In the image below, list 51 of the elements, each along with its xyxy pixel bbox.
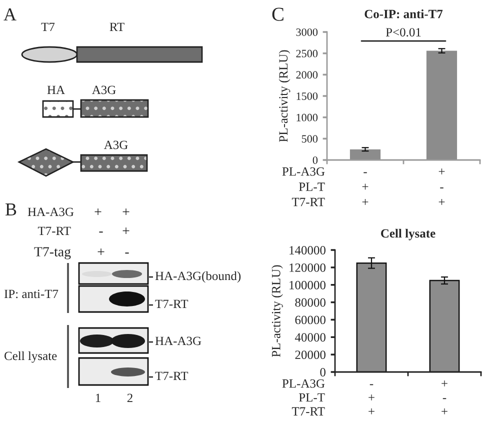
x-tick-label: - + + <box>362 172 368 205</box>
text: 2 <box>127 394 132 402</box>
y-tick-label: 1500 <box>296 92 318 100</box>
chart-title: Co-IP: anti-T7 <box>364 9 443 18</box>
x-tick-label: - + + <box>368 384 374 414</box>
x-axis-title: PL-A3G PL-T T7-RT <box>282 379 325 416</box>
text: T7-RT <box>155 300 188 308</box>
text: HA-A3G(bound) <box>155 271 241 283</box>
text: B <box>5 204 16 216</box>
text: C <box>272 8 284 21</box>
text: T7-RT <box>155 372 188 380</box>
text: HA <box>47 86 65 94</box>
y-axis-title: PL-activity (RLU) <box>278 50 290 142</box>
y-tick-label: 20000 <box>295 350 326 360</box>
y-tick-label: 0 <box>312 156 318 164</box>
y-tick-label: 60000 <box>295 316 326 324</box>
y-tick-label: 40000 <box>294 333 326 342</box>
text: - <box>125 252 129 254</box>
chart-title: Cell lysate <box>381 228 436 240</box>
y-tick-label: 2000 <box>296 71 318 79</box>
text: HA-A3G <box>155 336 202 346</box>
x-tick-label: + - + <box>438 168 445 205</box>
text: T7-RT <box>38 226 71 236</box>
text: 1 <box>96 394 100 402</box>
text: Cell lysate <box>4 351 57 363</box>
text: - <box>99 232 103 233</box>
text: A3G <box>104 140 128 150</box>
x-axis-title: PL-A3G PL-T T7-RT <box>282 167 325 206</box>
text: IP: anti-T7 <box>4 290 58 298</box>
y-tick-label: 80000 <box>295 298 326 307</box>
y-tick-label: 2500 <box>296 50 318 58</box>
text: + <box>98 248 104 255</box>
text: T7-tag <box>34 247 71 260</box>
y-tick-label: 140000 <box>290 246 326 254</box>
text: A3G <box>92 86 116 94</box>
y-tick-label: 0 <box>320 368 326 376</box>
text: HA-A3G <box>28 208 74 216</box>
y-tick-label: 120000 <box>290 263 326 272</box>
text: + <box>94 208 102 215</box>
y-tick-label: 500 <box>302 135 318 143</box>
text: A <box>4 8 16 20</box>
y-axis-title: PL-activity (RLU) <box>272 265 283 357</box>
annotation: P<0.01 <box>386 28 421 37</box>
x-tick-label: + - + <box>442 380 448 414</box>
y-tick-label: 3000 <box>296 28 318 36</box>
y-tick-label: 1000 <box>296 114 318 122</box>
text: + <box>122 208 130 215</box>
text: + <box>122 227 130 234</box>
y-tick-label: 100000 <box>290 280 326 290</box>
text: RT <box>110 22 124 32</box>
text: T7 <box>41 22 55 32</box>
